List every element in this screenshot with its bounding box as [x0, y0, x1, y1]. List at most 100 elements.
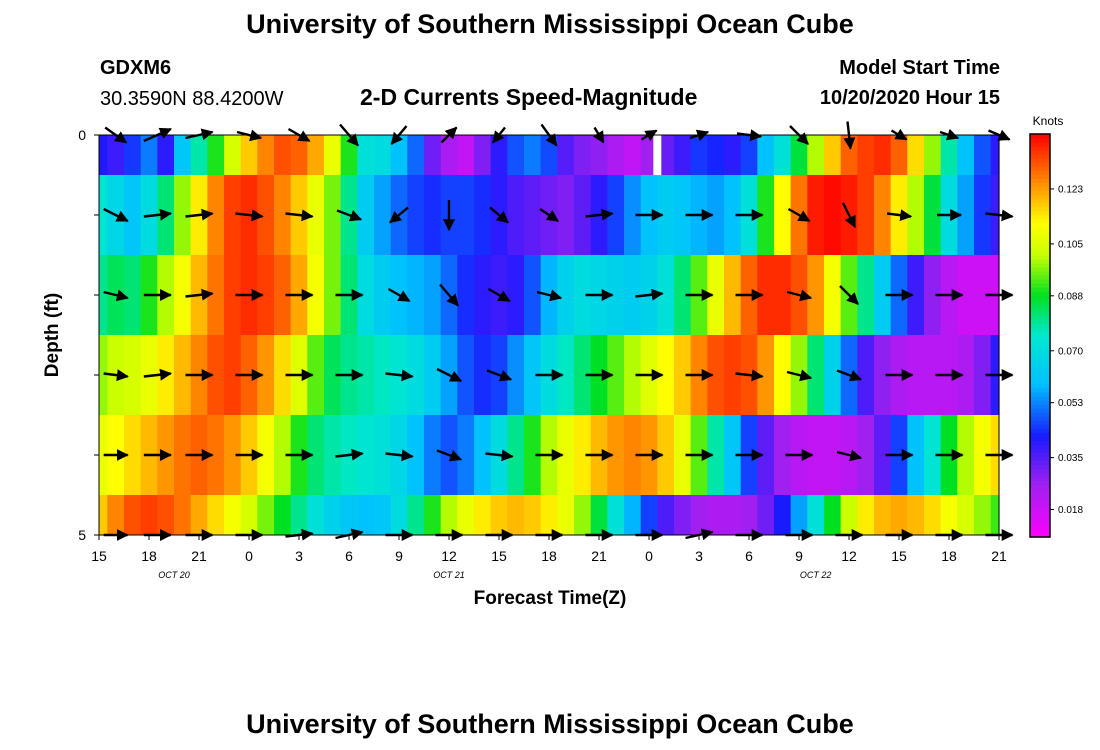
heatmap-cell: [307, 335, 325, 415]
heatmap-cell: [457, 495, 475, 535]
heatmap-cell: [524, 135, 542, 175]
heatmap-cell: [440, 495, 458, 535]
x-tick-label: 18: [141, 548, 157, 564]
x-tick-label: 9: [795, 548, 803, 564]
colorbar-segment: [1030, 182, 1050, 187]
heatmap-cell: [357, 335, 375, 415]
heatmap-cell: [990, 495, 1000, 535]
current-vector-arrow: [585, 208, 614, 221]
heatmap-cell: [807, 255, 825, 335]
heatmap-cell: [524, 335, 542, 415]
heatmap-cell: [607, 175, 625, 255]
current-vector-arrow: [436, 367, 463, 383]
heatmap-cell: [724, 255, 742, 335]
y-tick-label: 0: [78, 127, 86, 143]
heatmap-cell: [240, 135, 258, 175]
heatmap-cell: [99, 175, 108, 255]
heatmap-cell: [357, 495, 375, 535]
colorbar-segment: [1030, 214, 1050, 220]
current-vector-arrow: [103, 207, 129, 223]
current-vector-arrow: [143, 368, 173, 381]
heatmap-cell: [99, 255, 108, 335]
x-tick-label: 9: [395, 548, 403, 564]
heatmap-cell: [707, 135, 725, 175]
heatmap-cell: [957, 495, 975, 535]
colorbar-segment: [1030, 347, 1050, 353]
colorbar-segment: [1030, 174, 1050, 179]
heatmap-cell: [257, 415, 275, 495]
heatmap-cell: [374, 335, 392, 415]
heatmap-cell: [874, 255, 892, 335]
missing-data-cell: [653, 135, 662, 175]
heatmap-cell: [307, 255, 325, 335]
heatmap-cell: [457, 135, 475, 175]
heatmap-cell: [674, 495, 692, 535]
heatmap-cell: [957, 175, 975, 255]
heatmap-cell: [907, 175, 925, 255]
heatmap-cell: [457, 255, 475, 335]
heatmap-cell: [190, 495, 208, 535]
heatmap-cell: [674, 255, 692, 335]
colorbar-segment: [1030, 238, 1050, 244]
station-coordinates: 30.3590N 88.4200W: [100, 88, 284, 110]
colorbar-segment: [1030, 488, 1050, 494]
colorbar-segment: [1030, 383, 1050, 389]
colorbar-segment: [1030, 395, 1050, 401]
heatmap-cell: [874, 495, 892, 535]
colorbar-segment: [1030, 363, 1050, 369]
model-start-value: 10/20/2020 Hour 15: [819, 87, 1000, 109]
heatmap-cell: [574, 335, 592, 415]
heatmap-cell: [724, 135, 742, 175]
heatmap-cell: [774, 255, 792, 335]
heatmap-cell: [424, 495, 442, 535]
colorbar-segment: [1030, 331, 1050, 337]
heatmap-cell: [274, 175, 292, 255]
heatmap-cell: [307, 175, 325, 255]
current-vector-arrow: [487, 287, 511, 303]
heatmap-cell: [924, 175, 942, 255]
heatmap-cell: [857, 495, 875, 535]
colorbar-segment: [1030, 303, 1050, 308]
heatmap-cell: [957, 415, 975, 495]
current-vector-arrow: [536, 289, 563, 302]
colorbar-segment: [1030, 254, 1050, 260]
heatmap-cell: [457, 335, 475, 415]
heatmap-cell: [174, 175, 192, 255]
page-title: University of Southern Mississippi Ocean…: [246, 9, 854, 39]
colorbar-segment: [1030, 520, 1050, 526]
heatmap-cell: [390, 135, 408, 175]
heatmap-cell: [157, 495, 175, 535]
heatmap-cell: [657, 175, 675, 255]
heatmap-cell: [674, 415, 692, 495]
heatmap-cell: [507, 415, 525, 495]
current-vector-arrow: [387, 287, 411, 303]
heatmap-cell: [757, 175, 775, 255]
heatmap-cell: [99, 415, 108, 495]
colorbar-segment: [1030, 287, 1050, 292]
heatmap-cell: [974, 335, 992, 415]
colorbar-segment: [1030, 218, 1050, 224]
station-id: GDXM6: [100, 57, 172, 79]
heatmap-cell: [157, 135, 175, 175]
colorbar-segment: [1030, 311, 1050, 316]
heatmap-cell: [824, 135, 842, 175]
heatmap-cell: [624, 335, 642, 415]
heatmap-cell: [207, 495, 225, 535]
heatmap-cell: [574, 495, 592, 535]
heatmap-cell: [590, 135, 608, 175]
colorbar-segment: [1030, 532, 1050, 538]
colorbar-segment: [1030, 452, 1050, 457]
colorbar-segment: [1030, 416, 1050, 421]
colorbar-segment: [1030, 154, 1050, 159]
heatmap-cell: [99, 335, 108, 415]
colorbar-segment: [1030, 440, 1050, 445]
heatmap-cell: [207, 255, 225, 335]
heatmap-cell: [257, 135, 275, 175]
colorbar-segment: [1030, 504, 1050, 510]
current-vector-arrow: [185, 208, 214, 221]
current-vector-arrow: [436, 449, 463, 462]
heatmap-cell: [607, 335, 625, 415]
heatmap-cell: [474, 415, 492, 495]
product-title: 2-D Currents Speed-Magnitude: [360, 84, 698, 110]
